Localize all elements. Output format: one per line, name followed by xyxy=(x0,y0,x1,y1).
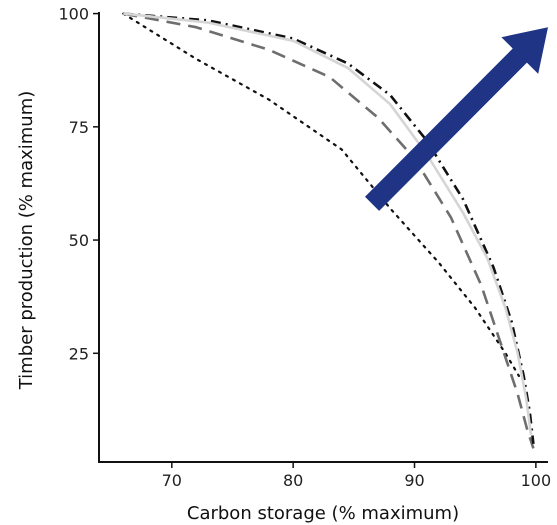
trend-arrow xyxy=(365,27,548,211)
x-axis-title: Carbon storage (% maximum) xyxy=(187,503,459,524)
y-tick-label: 75 xyxy=(69,118,89,137)
series-line-solid xyxy=(123,12,533,435)
annotation-layer xyxy=(365,27,548,211)
y-tick-label: 100 xyxy=(58,5,89,24)
x-tick-label: 100 xyxy=(521,471,552,490)
x-tick-label: 70 xyxy=(162,471,182,490)
x-tick-label: 80 xyxy=(283,471,303,490)
series-layer xyxy=(122,12,535,449)
ticks-layer: 70 80 90 100 25 50 75 100 xyxy=(58,5,551,490)
y-axis-title: Timber production (% maximum) xyxy=(16,91,37,391)
y-tick-label: 50 xyxy=(69,231,89,250)
series-line-dashed xyxy=(123,12,535,449)
series-line-dotted xyxy=(122,12,521,377)
x-tick-label: 90 xyxy=(404,471,424,490)
series-line-dash-dot xyxy=(123,12,535,445)
y-tick-label: 25 xyxy=(69,344,89,363)
